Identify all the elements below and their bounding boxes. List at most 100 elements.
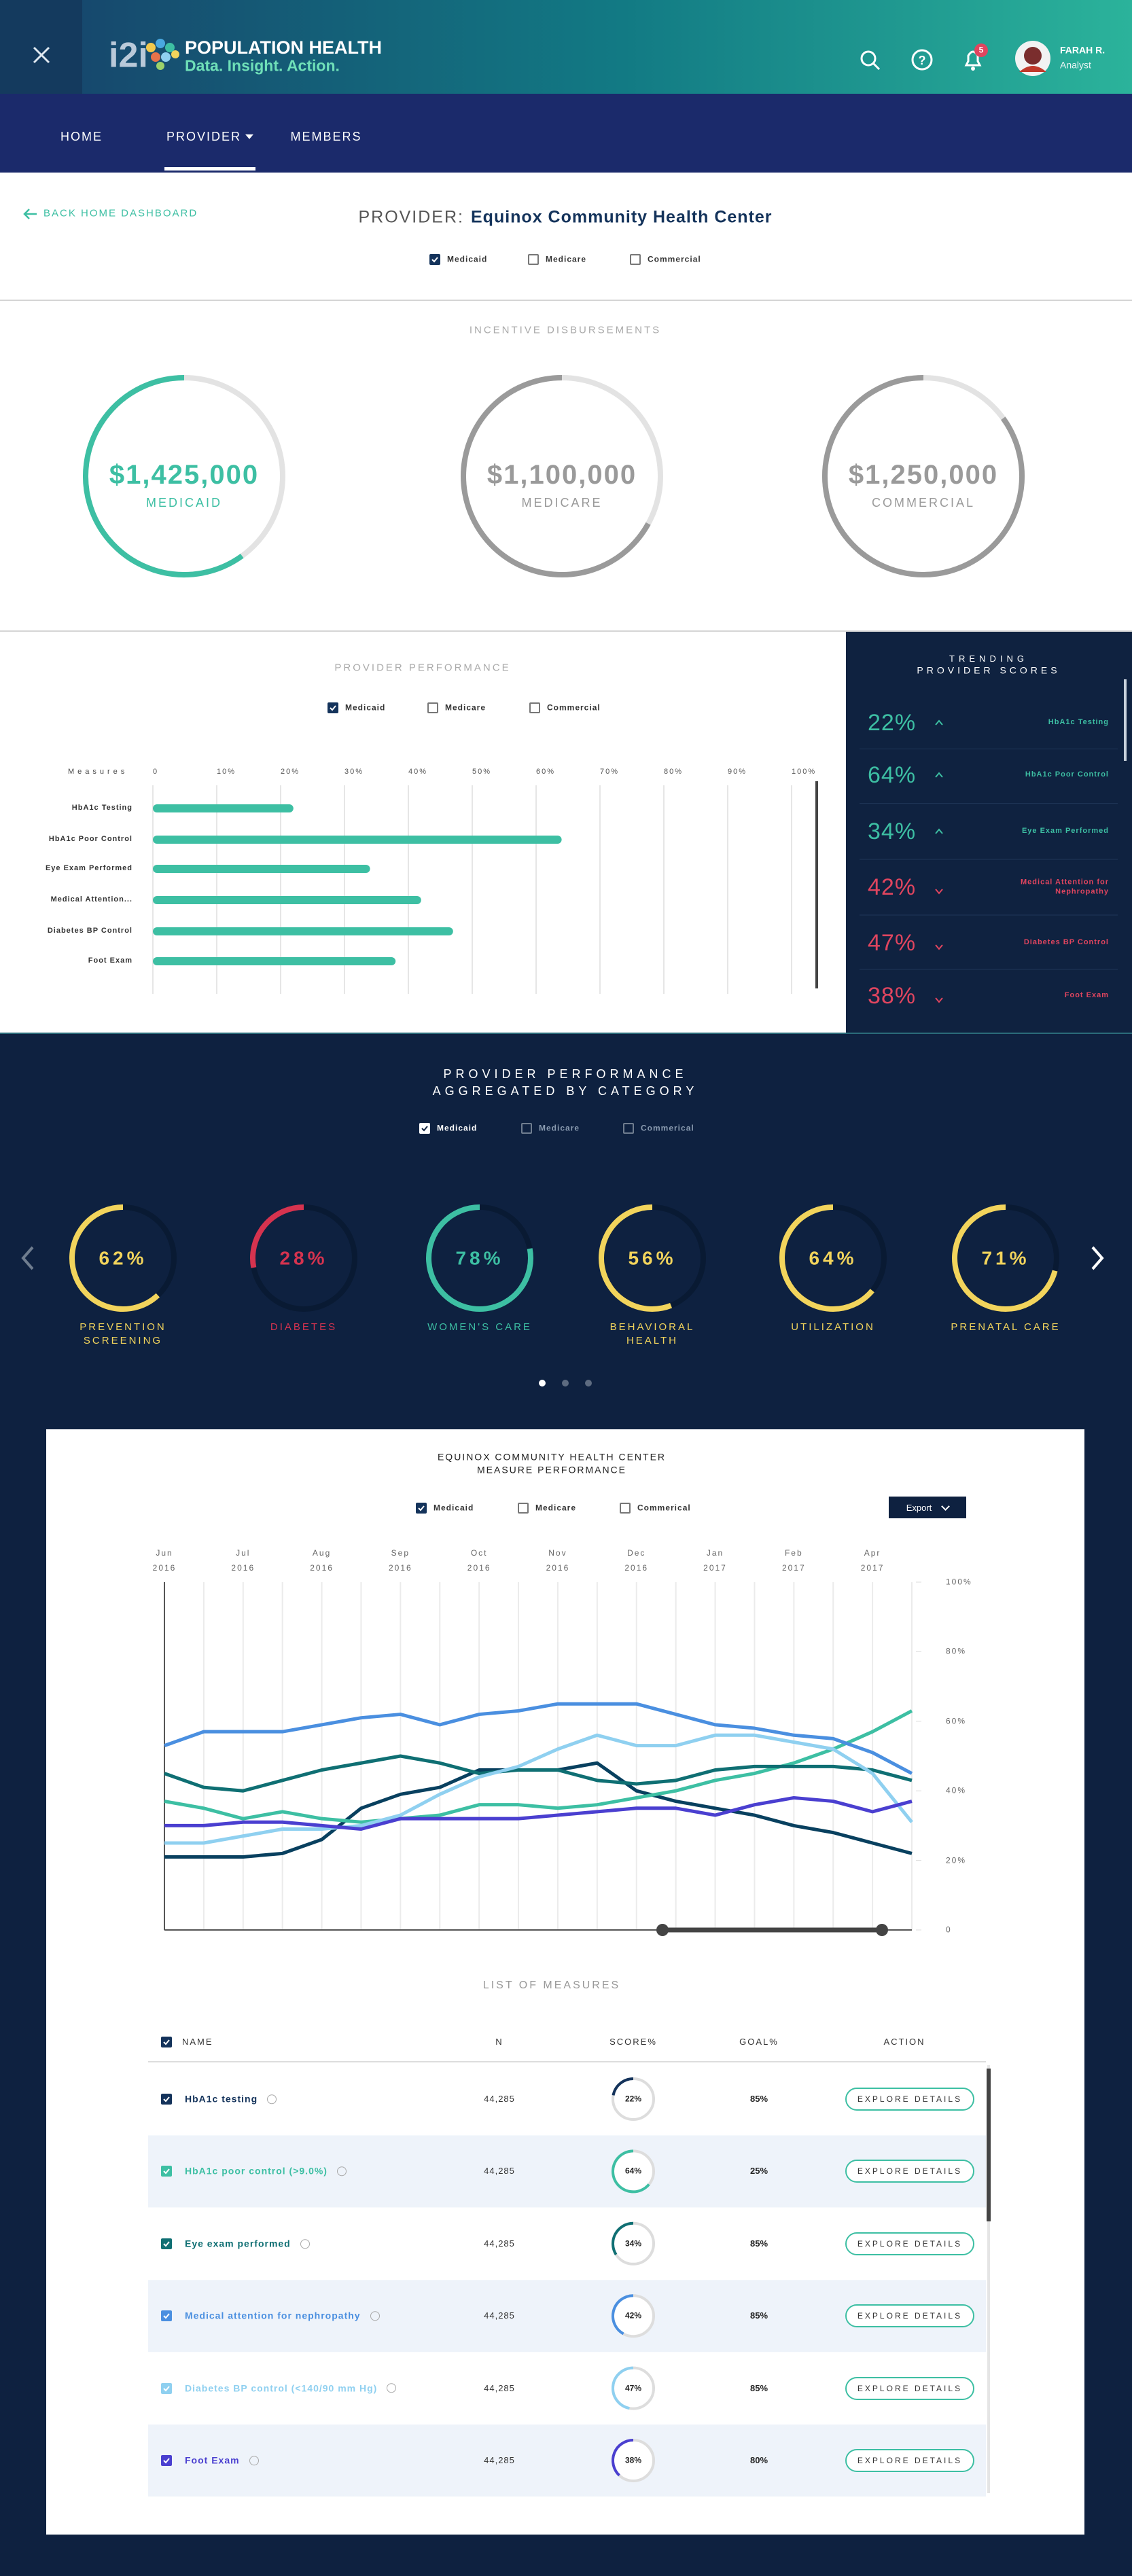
carousel-dot[interactable] xyxy=(585,1380,592,1387)
score-arc xyxy=(612,2294,634,2336)
x-tick-label: Dec 2016 xyxy=(624,1548,649,1573)
close-box[interactable] xyxy=(0,0,82,94)
explore-button[interactable]: EXPLORE DETAILS xyxy=(845,2088,974,2111)
explore-button[interactable]: EXPLORE DETAILS xyxy=(845,2304,974,2328)
bar xyxy=(153,957,396,965)
checkbox[interactable] xyxy=(161,2238,172,2249)
carousel-next[interactable] xyxy=(1091,1246,1104,1270)
section-title: AGGREGATED BY CATEGORY xyxy=(432,1084,698,1098)
trend-measure: Foot Exam xyxy=(1064,991,1109,1000)
explore-button[interactable]: EXPLORE DETAILS xyxy=(845,2232,974,2255)
checkbox[interactable] xyxy=(429,254,440,265)
bell-icon[interactable] xyxy=(964,50,982,71)
trend-arrow xyxy=(935,889,943,895)
checkbox[interactable] xyxy=(161,2037,172,2047)
info-icon xyxy=(336,2166,347,2177)
donut-value: 28% xyxy=(279,1247,328,1269)
nav-item[interactable]: MEMBERS xyxy=(290,129,361,145)
x-tick-label: 40% xyxy=(408,768,428,776)
checkbox[interactable] xyxy=(161,2455,172,2466)
checkbox[interactable] xyxy=(161,2310,172,2322)
x-tick-label: Jul 2016 xyxy=(231,1548,255,1573)
trending-scrollbar[interactable] xyxy=(1124,679,1127,761)
checkbox-label[interactable]: Medicaid xyxy=(434,1503,474,1513)
checkbox[interactable] xyxy=(161,2094,172,2105)
checkbox[interactable] xyxy=(419,1123,430,1134)
nav-bar xyxy=(0,94,1132,173)
measure-name[interactable]: Diabetes BP control (<140/90 mm Hg) xyxy=(185,2382,397,2395)
goal-value: 85% xyxy=(749,2382,768,2393)
donut-arc xyxy=(599,1204,673,1312)
score-value: 64% xyxy=(624,2166,642,2176)
measure-name[interactable]: Medical attention for nephropathy xyxy=(185,2310,380,2322)
search-icon[interactable] xyxy=(860,50,881,71)
explore-button[interactable]: EXPLORE DETAILS xyxy=(845,2160,974,2183)
measure-name[interactable]: Eye exam performed xyxy=(185,2238,310,2250)
checkbox-label[interactable]: Medicare xyxy=(535,1503,577,1513)
measure-name[interactable]: Foot Exam xyxy=(185,2454,259,2467)
logo-text: i2i xyxy=(109,35,148,75)
measure-n: 44,285 xyxy=(484,2166,515,2177)
checkbox-label[interactable]: Medicaid xyxy=(345,702,386,713)
export-button[interactable]: Export xyxy=(889,1497,966,1518)
help-icon[interactable]: ? xyxy=(911,49,933,71)
table-scrollbar[interactable] xyxy=(987,2069,991,2221)
avatar[interactable] xyxy=(1015,41,1050,76)
checkbox-label[interactable]: Medicare xyxy=(445,702,487,713)
trend-measure: HbA1c Poor Control xyxy=(1025,770,1109,779)
notification-badge xyxy=(974,43,988,57)
checkbox-label[interactable]: Medicare xyxy=(546,254,587,264)
checkbox[interactable] xyxy=(623,1123,634,1134)
x-tick-label: 20% xyxy=(281,768,300,776)
checkbox[interactable] xyxy=(521,1123,532,1134)
checkbox[interactable] xyxy=(518,1503,529,1514)
axis-label: Measures xyxy=(68,768,128,776)
checkbox[interactable] xyxy=(528,254,539,265)
checkbox-label[interactable]: Commercial xyxy=(648,254,701,264)
category-name: UTILIZATION xyxy=(791,1321,875,1333)
series-line xyxy=(164,1795,913,1831)
section-title: LIST OF MEASURES xyxy=(482,1980,621,1991)
nav-item-label: HOME xyxy=(60,129,103,143)
range-handle[interactable] xyxy=(656,1924,669,1936)
checkbox[interactable] xyxy=(630,254,641,265)
close-icon[interactable] xyxy=(33,46,50,64)
back-arrow[interactable] xyxy=(23,209,37,219)
checkbox-label[interactable]: Commerical xyxy=(637,1503,691,1513)
nav-item[interactable]: PROVIDER xyxy=(166,129,254,145)
checkbox-label[interactable]: Commercial xyxy=(547,702,601,713)
checkbox[interactable] xyxy=(620,1503,631,1514)
checkbox[interactable] xyxy=(529,702,540,713)
measure-name[interactable]: HbA1c testing xyxy=(185,2093,277,2105)
nav-item[interactable]: HOME xyxy=(60,129,103,145)
info-icon xyxy=(300,2238,310,2249)
carousel-dot[interactable] xyxy=(562,1380,569,1387)
checkbox[interactable] xyxy=(427,702,438,713)
x-tick-label: Aug 2016 xyxy=(310,1548,334,1573)
carousel-dot[interactable] xyxy=(539,1380,546,1387)
carousel-prev[interactable] xyxy=(21,1246,34,1270)
series-line xyxy=(164,1702,913,1775)
explore-button[interactable]: EXPLORE DETAILS xyxy=(845,2449,974,2472)
checkbox-label[interactable]: Medicare xyxy=(539,1123,580,1133)
score-arc xyxy=(612,2366,634,2410)
check-mark xyxy=(431,257,438,263)
user-name[interactable]: FARAH R. xyxy=(1060,44,1106,56)
checkbox-label[interactable]: Medicaid xyxy=(447,254,488,264)
x-tick-label: Apr 2017 xyxy=(860,1548,885,1573)
checkbox[interactable] xyxy=(416,1503,427,1514)
explore-button[interactable]: EXPLORE DETAILS xyxy=(845,2376,974,2400)
range-handle[interactable] xyxy=(876,1924,888,1936)
back-link[interactable]: BACK HOME DASHBOARD xyxy=(43,207,198,219)
measure-name[interactable]: HbA1c poor control (>9.0%) xyxy=(185,2166,347,2178)
checkbox[interactable] xyxy=(328,702,338,713)
trend-measure: Medical Attention for Nephropathy xyxy=(1021,878,1109,895)
category-name: BEHAVIORAL HEALTH xyxy=(609,1321,695,1346)
measure-n: 44,285 xyxy=(484,2382,515,2393)
chart-scrollbar[interactable] xyxy=(815,781,818,988)
checkbox[interactable] xyxy=(161,2166,172,2177)
score-value: 22% xyxy=(624,2094,642,2104)
checkbox-label[interactable]: Medicaid xyxy=(437,1123,478,1133)
checkbox[interactable] xyxy=(161,2382,172,2394)
checkbox-label[interactable]: Commerical xyxy=(641,1123,694,1133)
